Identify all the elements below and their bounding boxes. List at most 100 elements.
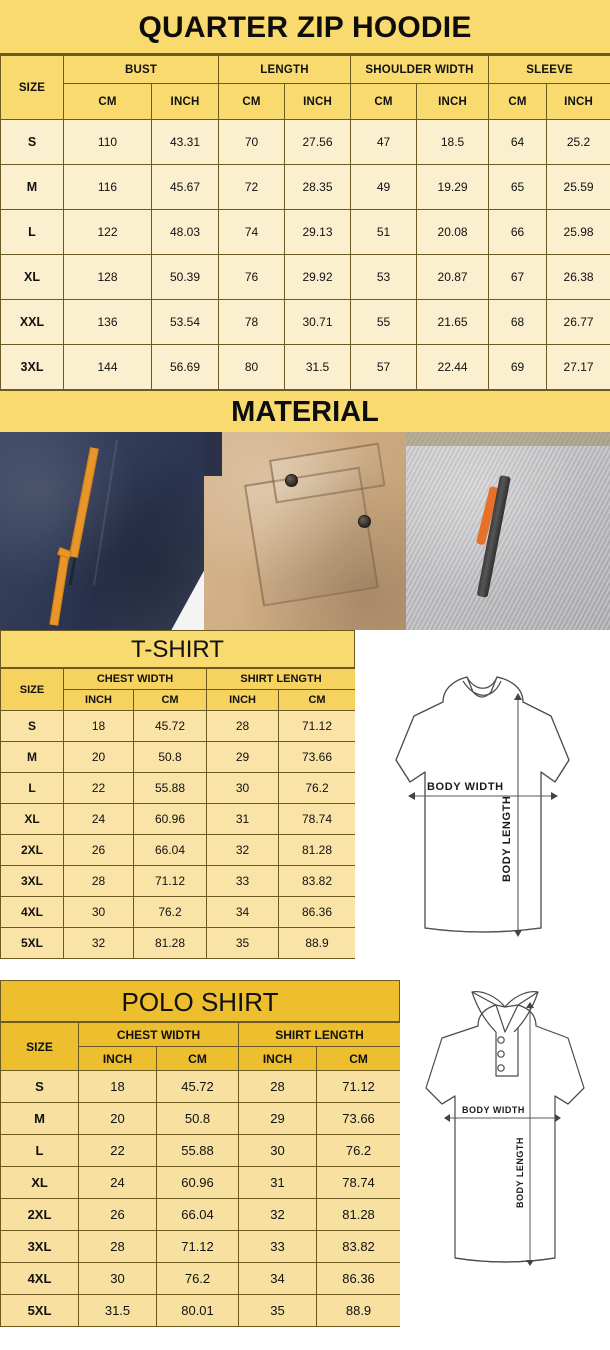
arrow-up-icon	[514, 693, 522, 700]
polo-size-2: L	[0, 1134, 79, 1167]
hoodie-sleeve-in-5: 27.17	[546, 344, 610, 390]
hoodie-shoulder-in-5: 22.44	[416, 344, 490, 390]
polo-collar-right	[504, 991, 539, 1008]
table-row: M 116 45.67 72 28.35 49 19.29 65 25.59	[0, 164, 610, 210]
polo-length-in-7: 35	[238, 1294, 318, 1327]
polo-right-cuff	[554, 1087, 585, 1105]
hoodie-size-5: 3XL	[0, 344, 64, 390]
hoodie-size-3: XL	[0, 254, 64, 300]
table-row: 2XL 26 66.04 32 81.28	[0, 834, 357, 866]
hoodie-length-in-1: 28.35	[284, 164, 352, 210]
tshirt-header-shirt-length: SHIRT LENGTH	[206, 668, 357, 690]
table-row: XL 128 50.39 76 29.92 53 20.87 67 26.38	[0, 254, 610, 300]
polo-length-in-4: 32	[238, 1198, 318, 1231]
polo-chest-in-3: 24	[78, 1166, 157, 1199]
tshirt-length-in-5: 33	[206, 865, 280, 897]
hoodie-sleeve-in-0: 25.2	[546, 119, 610, 165]
hoodie-unit-bust-cm: CM	[63, 83, 152, 120]
tshirt-length-cm-2: 76.2	[278, 772, 357, 804]
hoodie-sleeve-in-2: 25.98	[546, 209, 610, 255]
hoodie-unit-sleeve-inch: INCH	[546, 83, 610, 120]
hoodie-bust-cm-4: 136	[63, 299, 152, 345]
polo-left-cuff	[425, 1087, 456, 1105]
polo-placket	[495, 1028, 519, 1077]
hoodie-bust-in-0: 43.31	[150, 119, 220, 165]
tshirt-illustration: BODY WIDTH BODY LENGTH	[395, 676, 570, 937]
polo-chest-in-7: 31.5	[78, 1294, 157, 1327]
polo-header-shirt-length: SHIRT LENGTH	[238, 1022, 402, 1047]
tshirt-length-cm-7: 88.9	[278, 927, 357, 959]
tshirt-unit-chest-inch: INCH	[63, 689, 134, 711]
tshirt-size-5: 3XL	[0, 865, 64, 897]
table-row: XL 24 60.96 31 78.74	[0, 803, 357, 835]
table-row: S 18 45.72 28 71.12	[0, 710, 357, 742]
polo-illustration: BODY WIDTH BODY LENGTH	[425, 991, 585, 1266]
tshirt-chest-cm-5: 71.12	[132, 865, 208, 897]
polo-length-cm-2: 76.2	[316, 1134, 402, 1167]
hoodie-shoulder-cm-1: 49	[350, 164, 418, 210]
hoodie-unit-bust-inch: INCH	[150, 83, 220, 120]
tshirt-unit-length-inch: INCH	[206, 689, 280, 711]
tshirt-size-1: M	[0, 741, 64, 773]
tshirt-chest-in-1: 20	[63, 741, 134, 773]
tshirt-size-3: XL	[0, 803, 64, 835]
polo-chest-cm-2: 55.88	[155, 1134, 240, 1167]
hoodie-length-cm-4: 78	[218, 299, 286, 345]
hoodie-sleeve-cm-1: 65	[488, 164, 548, 210]
tshirt-length-cm-3: 78.74	[278, 803, 357, 835]
polo-size-6: 4XL	[0, 1262, 79, 1295]
polo-length-in-3: 31	[238, 1166, 318, 1199]
grey-fleece-zipper-photo	[406, 432, 610, 630]
tshirt-chest-in-2: 22	[63, 772, 134, 804]
hoodie-header-size: SIZE	[0, 55, 64, 120]
hoodie-shoulder-cm-4: 55	[350, 299, 418, 345]
hoodie-unit-length-cm: CM	[218, 83, 286, 120]
hoodie-header-shoulder-width: SHOULDER WIDTH	[350, 55, 490, 84]
hoodie-header-sleeve: SLEEVE	[488, 55, 610, 84]
hoodie-length-cm-5: 80	[218, 344, 286, 390]
hoodie-shoulder-cm-5: 57	[350, 344, 418, 390]
measurement-guides	[444, 1002, 561, 1266]
tshirt-collar-outer	[466, 676, 498, 689]
polo-chest-in-1: 20	[78, 1102, 157, 1135]
hoodie-shoulder-in-3: 20.87	[416, 254, 490, 300]
polo-length-cm-6: 86.36	[316, 1262, 402, 1295]
arrow-down-icon	[526, 1260, 534, 1266]
hoodie-bust-in-2: 48.03	[150, 209, 220, 255]
polo-chest-in-4: 26	[78, 1198, 157, 1231]
tshirt-chest-cm-0: 45.72	[132, 710, 208, 742]
hoodie-size-1: M	[0, 164, 64, 210]
hoodie-sleeve-in-4: 26.77	[546, 299, 610, 345]
material-title: MATERIAL	[0, 390, 610, 432]
hoodie-sleeve-cm-4: 68	[488, 299, 548, 345]
tshirt-section: T-SHIRT SIZE CHEST WIDTH SHIRT LENGTH IN…	[0, 630, 610, 970]
tshirt-length-in-6: 34	[206, 896, 280, 928]
polo-body-length-label: BODY LENGTH	[515, 1137, 525, 1208]
tshirt-size-2: L	[0, 772, 64, 804]
tshirt-length-in-7: 35	[206, 927, 280, 959]
polo-title: POLO SHIRT	[0, 980, 400, 1022]
polo-button-icon	[497, 1036, 505, 1044]
hoodie-bust-cm-3: 128	[63, 254, 152, 300]
hoodie-length-cm-1: 72	[218, 164, 286, 210]
tshirt-chest-cm-2: 55.88	[132, 772, 208, 804]
hoodie-shoulder-cm-2: 51	[350, 209, 418, 255]
table-row: 3XL 144 56.69 80 31.5 57 22.44 69 27.17	[0, 344, 610, 390]
hoodie-sleeve-cm-0: 64	[488, 119, 548, 165]
hoodie-sleeve-cm-3: 67	[488, 254, 548, 300]
hoodie-bust-in-4: 53.54	[150, 299, 220, 345]
table-row: S 110 43.31 70 27.56 47 18.5 64 25.2	[0, 119, 610, 165]
section-divider	[0, 970, 610, 980]
hoodie-size-2: L	[0, 209, 64, 255]
tshirt-outline	[395, 676, 570, 933]
table-row: L 22 55.88 30 76.2	[0, 1134, 402, 1167]
polo-unit-chest-inch: INCH	[78, 1046, 157, 1071]
polo-length-in-2: 30	[238, 1134, 318, 1167]
hoodie-bust-in-5: 56.69	[150, 344, 220, 390]
tshirt-collar-inner	[462, 680, 502, 696]
hoodie-unit-shoulder-inch: INCH	[416, 83, 490, 120]
hoodie-length-in-0: 27.56	[284, 119, 352, 165]
polo-group-header-row: SIZE CHEST WIDTH SHIRT LENGTH	[0, 1022, 402, 1071]
hoodie-length-in-4: 30.71	[284, 299, 352, 345]
